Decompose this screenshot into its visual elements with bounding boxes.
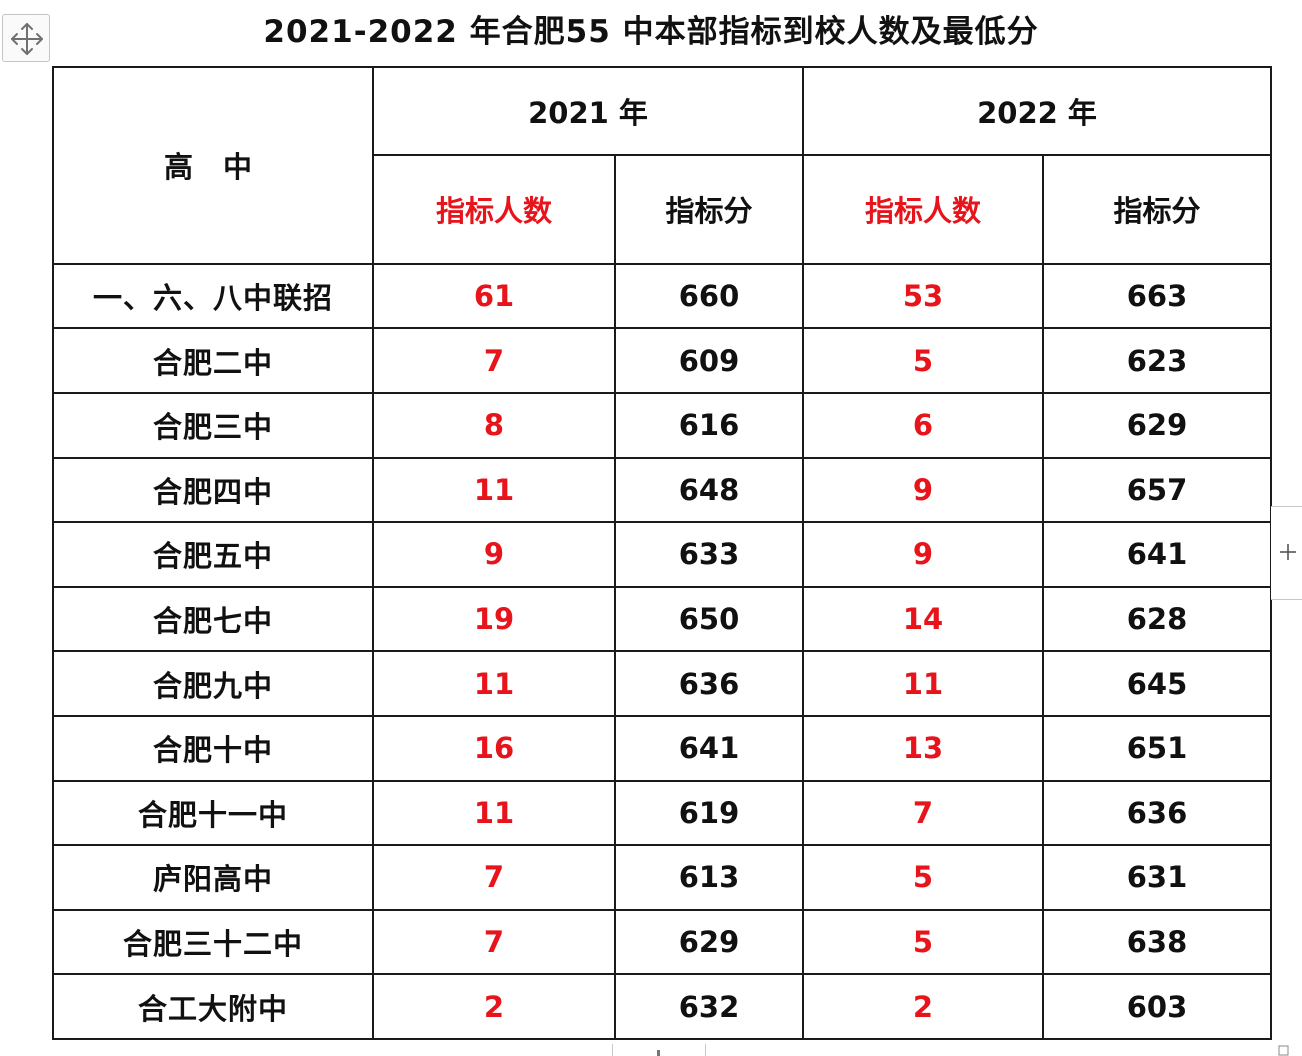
quota-2021-cell: 19 (372, 585, 616, 653)
score-2022-cell: 628 (1042, 585, 1272, 653)
move-arrows-icon (11, 23, 43, 55)
add-row-button[interactable] (612, 1044, 706, 1056)
score-2022-cell: 663 (1042, 262, 1272, 330)
score-2022-cell: 651 (1042, 714, 1272, 782)
table-row: 合肥五中 9 633 9 641 (52, 521, 1272, 588)
table-row: 合工大附中 2 632 2 603 (52, 973, 1272, 1040)
school-name-cell: 合肥五中 (52, 521, 374, 588)
add-column-button[interactable] (1271, 506, 1302, 600)
year-2022-header: 2022 年 (802, 66, 1272, 156)
quota-2022-cell: 11 (802, 650, 1044, 717)
score-2021-cell: 641 (614, 714, 804, 782)
score-2021-header: 指标分 (614, 153, 804, 265)
score-2021-cell: 619 (614, 779, 804, 847)
quota-2021-cell: 9 (372, 521, 616, 588)
score-2022-cell: 645 (1042, 650, 1272, 717)
score-2022-cell: 629 (1042, 392, 1272, 459)
quota-2022-cell: 5 (802, 908, 1044, 976)
quota-2021-cell: 2 (372, 973, 616, 1040)
year-2021-header: 2021 年 (372, 66, 804, 156)
quota-table: 高 中 2021 年 2022 年 指标人数 指标分 指标人数 指标分 一、六、… (52, 66, 1272, 1040)
quota-2022-header: 指标人数 (802, 153, 1044, 265)
header-row-years: 高 中 2021 年 2022 年 (52, 66, 1272, 265)
quota-2022-cell: 5 (802, 327, 1044, 394)
school-name-cell: 合肥九中 (52, 650, 374, 717)
quota-2021-header: 指标人数 (372, 153, 616, 265)
score-2022-cell: 638 (1042, 908, 1272, 976)
page-title: 2021-2022 年合肥55 中本部指标到校人数及最低分 (263, 14, 1039, 50)
score-2022-cell: 603 (1042, 973, 1272, 1040)
quota-2021-cell: 11 (372, 456, 616, 524)
quota-2022-cell: 13 (802, 714, 1044, 782)
quota-2022-cell: 9 (802, 456, 1044, 524)
table-row: 合肥四中 11 648 9 657 (52, 456, 1272, 524)
school-name-cell: 合肥四中 (52, 456, 374, 524)
school-name-cell: 一、六、八中联招 (52, 262, 374, 330)
score-2022-cell: 641 (1042, 521, 1272, 588)
quota-2022-cell: 14 (802, 585, 1044, 653)
quota-2021-cell: 11 (372, 779, 616, 847)
school-name-cell: 合肥三中 (52, 392, 374, 459)
score-2021-cell: 632 (614, 973, 804, 1040)
score-2021-cell: 648 (614, 456, 804, 524)
table-move-handle[interactable] (2, 14, 50, 62)
table-row: 合肥七中 19 650 14 628 (52, 585, 1272, 653)
school-name-cell: 合工大附中 (52, 973, 374, 1040)
score-2022-cell: 623 (1042, 327, 1272, 394)
score-2021-cell: 609 (614, 327, 804, 394)
quota-2022-cell: 7 (802, 779, 1044, 847)
table-resize-icon[interactable] (1276, 1044, 1300, 1056)
score-2021-cell: 650 (614, 585, 804, 653)
table-row: 一、六、八中联招 61 660 53 663 (52, 262, 1272, 330)
table-row: 合肥三十二中 7 629 5 638 (52, 908, 1272, 976)
table-row: 庐阳高中 7 613 5 631 (52, 844, 1272, 911)
quota-2022-cell: 53 (802, 262, 1044, 330)
score-2021-cell: 629 (614, 908, 804, 976)
table-row: 合肥十中 16 641 13 651 (52, 714, 1272, 782)
quota-2021-cell: 7 (372, 844, 616, 911)
quota-2021-cell: 7 (372, 908, 616, 976)
score-2022-cell: 657 (1042, 456, 1272, 524)
score-2022-header: 指标分 (1042, 153, 1272, 265)
quota-2021-cell: 7 (372, 327, 616, 394)
plus-icon (1280, 544, 1296, 560)
quota-2021-cell: 8 (372, 392, 616, 459)
score-2022-cell: 631 (1042, 844, 1272, 911)
quota-2021-cell: 16 (372, 714, 616, 782)
quota-2022-cell: 6 (802, 392, 1044, 459)
add-row-marker-icon (657, 1050, 660, 1056)
school-name-cell: 合肥十一中 (52, 779, 374, 847)
table-row: 合肥二中 7 609 5 623 (52, 327, 1272, 394)
table-row: 合肥十一中 11 619 7 636 (52, 779, 1272, 847)
quota-2022-cell: 9 (802, 521, 1044, 588)
score-2022-cell: 636 (1042, 779, 1272, 847)
quota-2022-cell: 5 (802, 844, 1044, 911)
table-row: 合肥三中 8 616 6 629 (52, 392, 1272, 459)
school-name-cell: 合肥二中 (52, 327, 374, 394)
quota-2021-cell: 11 (372, 650, 616, 717)
school-name-cell: 合肥三十二中 (52, 908, 374, 976)
table-row: 合肥九中 11 636 11 645 (52, 650, 1272, 717)
score-2021-cell: 660 (614, 262, 804, 330)
quota-2022-cell: 2 (802, 973, 1044, 1040)
school-column-header: 高 中 (52, 66, 374, 265)
score-2021-cell: 636 (614, 650, 804, 717)
score-2021-cell: 616 (614, 392, 804, 459)
quota-2021-cell: 61 (372, 262, 616, 330)
score-2021-cell: 613 (614, 844, 804, 911)
school-name-cell: 庐阳高中 (52, 844, 374, 911)
score-2021-cell: 633 (614, 521, 804, 588)
header-row-fields: 指标人数 指标分 指标人数 指标分 (53, 153, 1272, 265)
school-name-cell: 合肥七中 (52, 585, 374, 653)
school-name-cell: 合肥十中 (52, 714, 374, 782)
